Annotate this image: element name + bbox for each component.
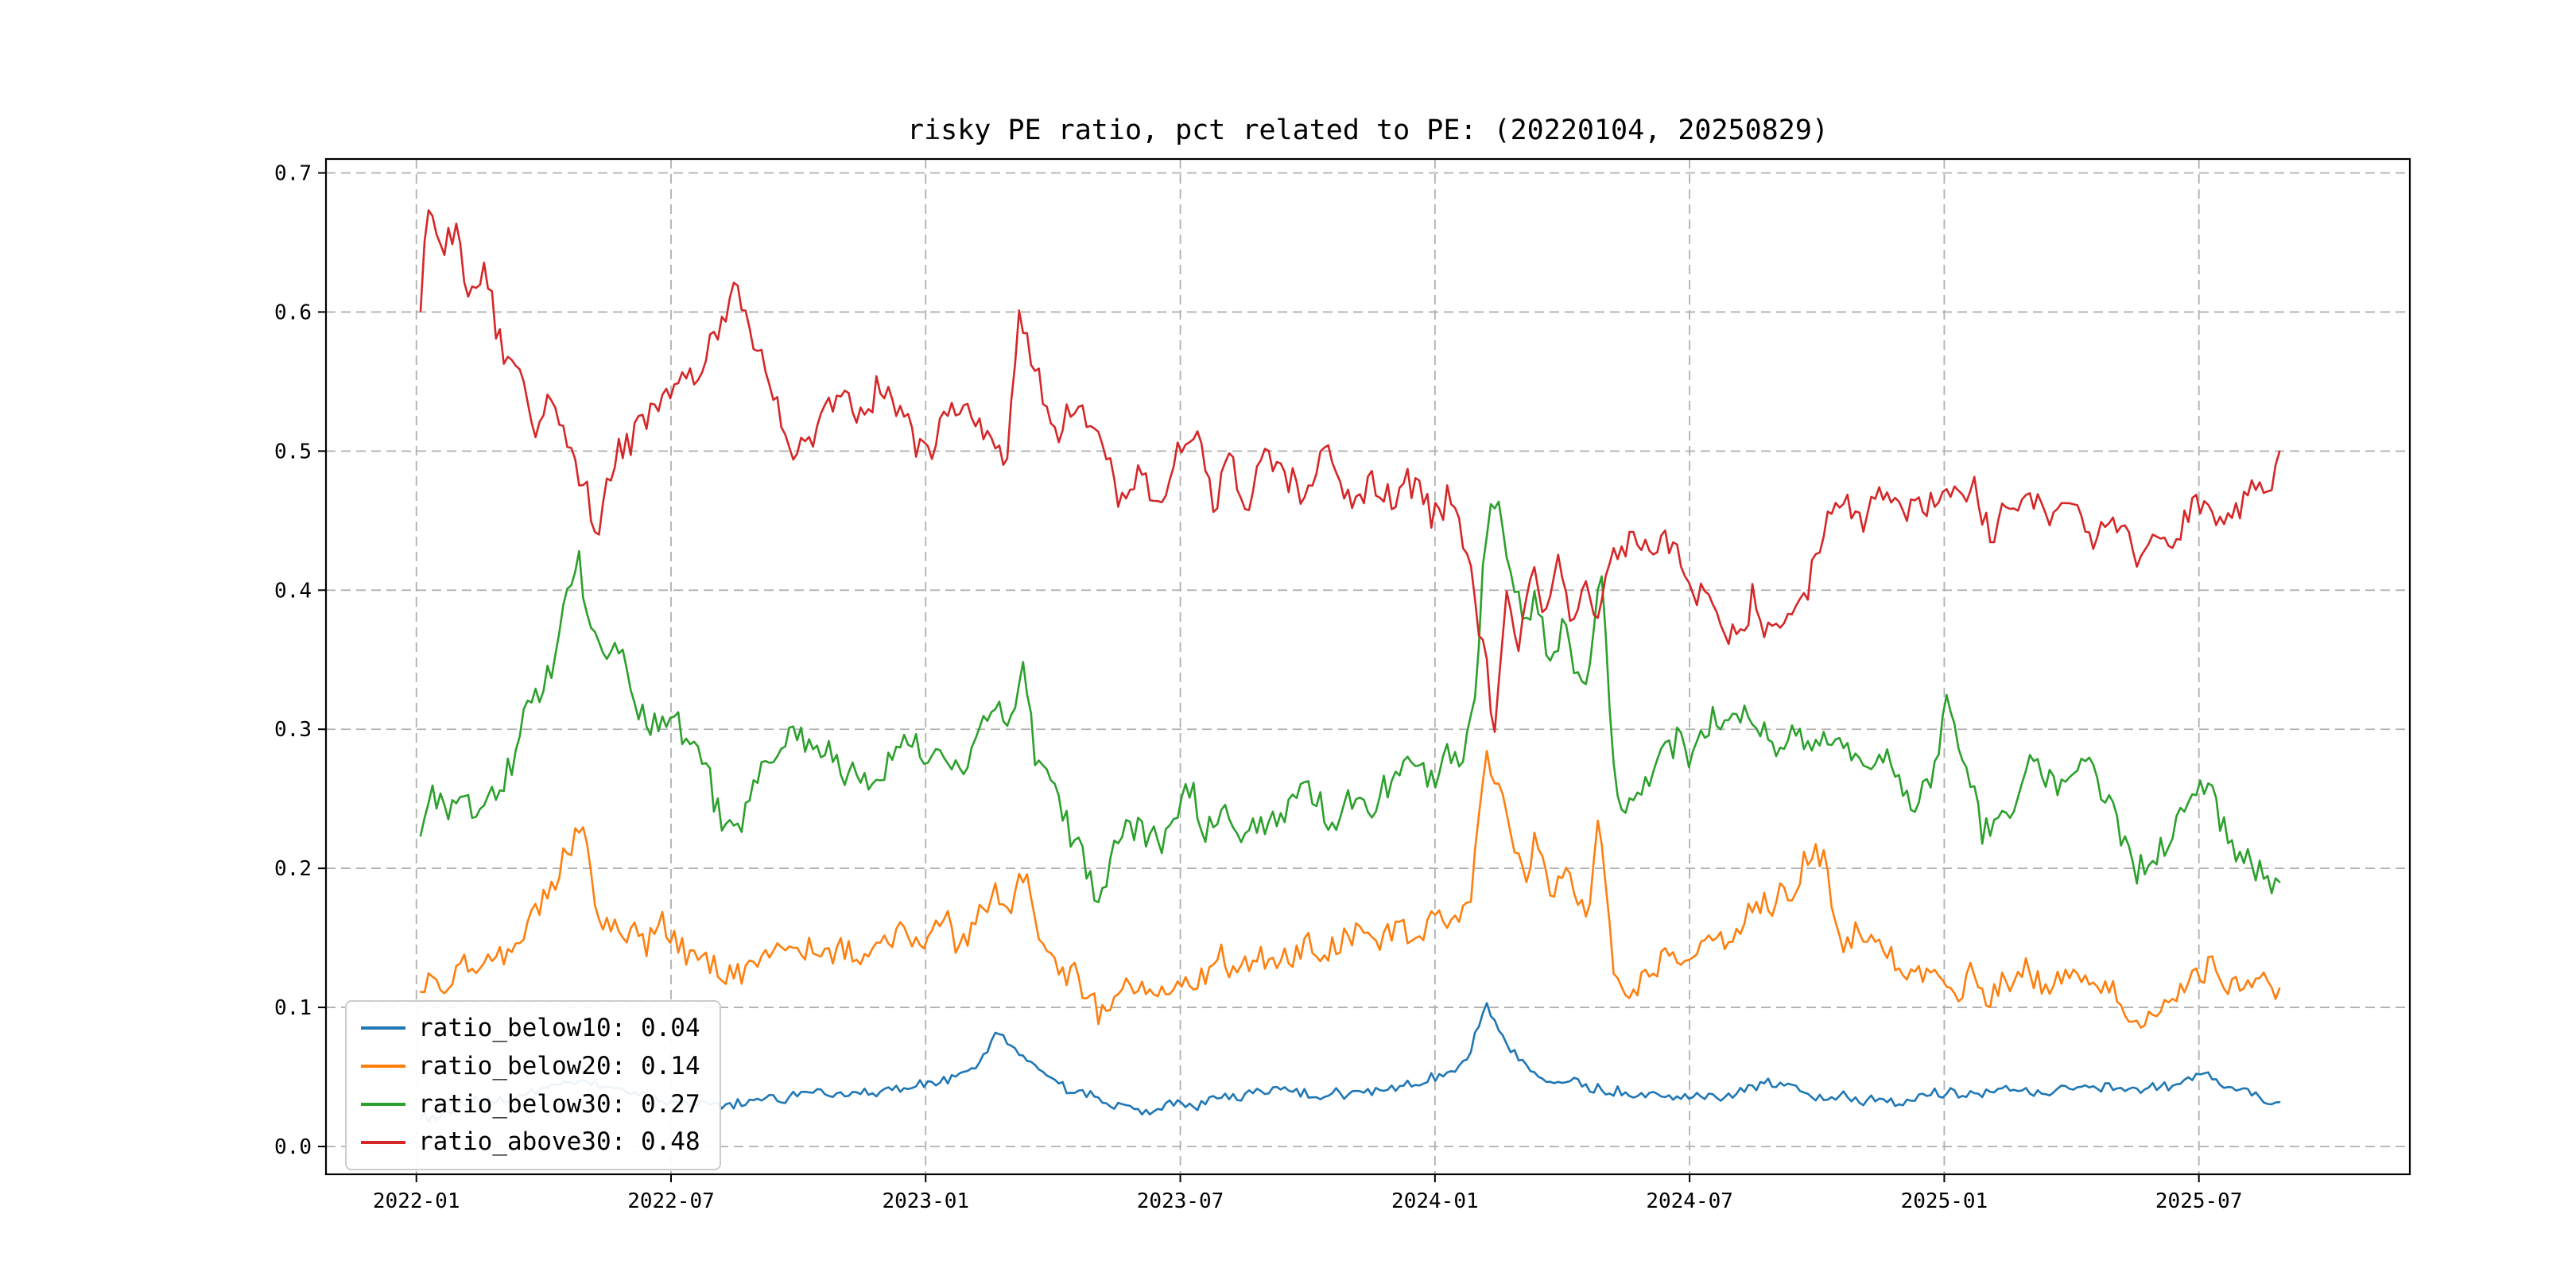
legend-entry[interactable]: ratio_below20: 0.14 xyxy=(361,1051,700,1082)
legend-line-swatch xyxy=(361,1102,405,1106)
y-tick-label: 0.7 xyxy=(274,161,312,185)
legend-label: ratio_below20: 0.14 xyxy=(418,1051,700,1080)
legend-box: ratio_below10: 0.04 ratio_below20: 0.14 ra… xyxy=(345,1000,721,1170)
x-tick-label: 2025-01 xyxy=(1901,1189,1988,1213)
x-tick-label: 2025-07 xyxy=(2155,1189,2243,1213)
legend-entry[interactable]: ratio_above30: 0.48 xyxy=(361,1127,700,1158)
series-line-ratio_above30 xyxy=(419,209,2281,733)
legend-label: ratio_above30: 0.48 xyxy=(418,1127,700,1157)
x-tick-label: 2023-07 xyxy=(1137,1189,1224,1213)
y-tick-label: 0.4 xyxy=(274,579,312,603)
axes-spines xyxy=(324,157,2411,1176)
chart-title: risky PE ratio, pct related to PE: (2022… xyxy=(907,114,1829,146)
x-tick-label: 2024-01 xyxy=(1391,1189,1479,1213)
legend-line-swatch xyxy=(361,1140,405,1144)
y-tick-label: 0.2 xyxy=(274,857,312,881)
x-tick-label: 2022-01 xyxy=(373,1189,460,1213)
series-line-ratio_below10 xyxy=(419,1002,2281,1123)
series-line-ratio_below30 xyxy=(419,500,2281,904)
legend-line-swatch xyxy=(361,1065,405,1069)
x-tick-label: 2023-01 xyxy=(882,1189,969,1213)
legend-label: ratio_below10: 0.04 xyxy=(418,1014,700,1042)
y-tick-label: 0.1 xyxy=(274,996,312,1020)
series-line-ratio_below20 xyxy=(419,750,2281,1029)
x-tick-label: 2024-07 xyxy=(1646,1189,1733,1213)
legend-line-swatch xyxy=(361,1026,405,1030)
y-tick-label: 0.6 xyxy=(274,301,312,324)
y-tick-label: 0.3 xyxy=(274,718,312,742)
y-tick-label: 0.5 xyxy=(274,440,312,464)
legend-label: ratio_below30: 0.27 xyxy=(418,1089,700,1119)
x-tick-label: 2022-07 xyxy=(627,1189,715,1213)
legend-entry[interactable]: ratio_below10: 0.04 xyxy=(361,1013,700,1044)
legend-entry[interactable]: ratio_below30: 0.27 xyxy=(361,1089,700,1120)
y-tick-label: 0.0 xyxy=(274,1135,312,1159)
